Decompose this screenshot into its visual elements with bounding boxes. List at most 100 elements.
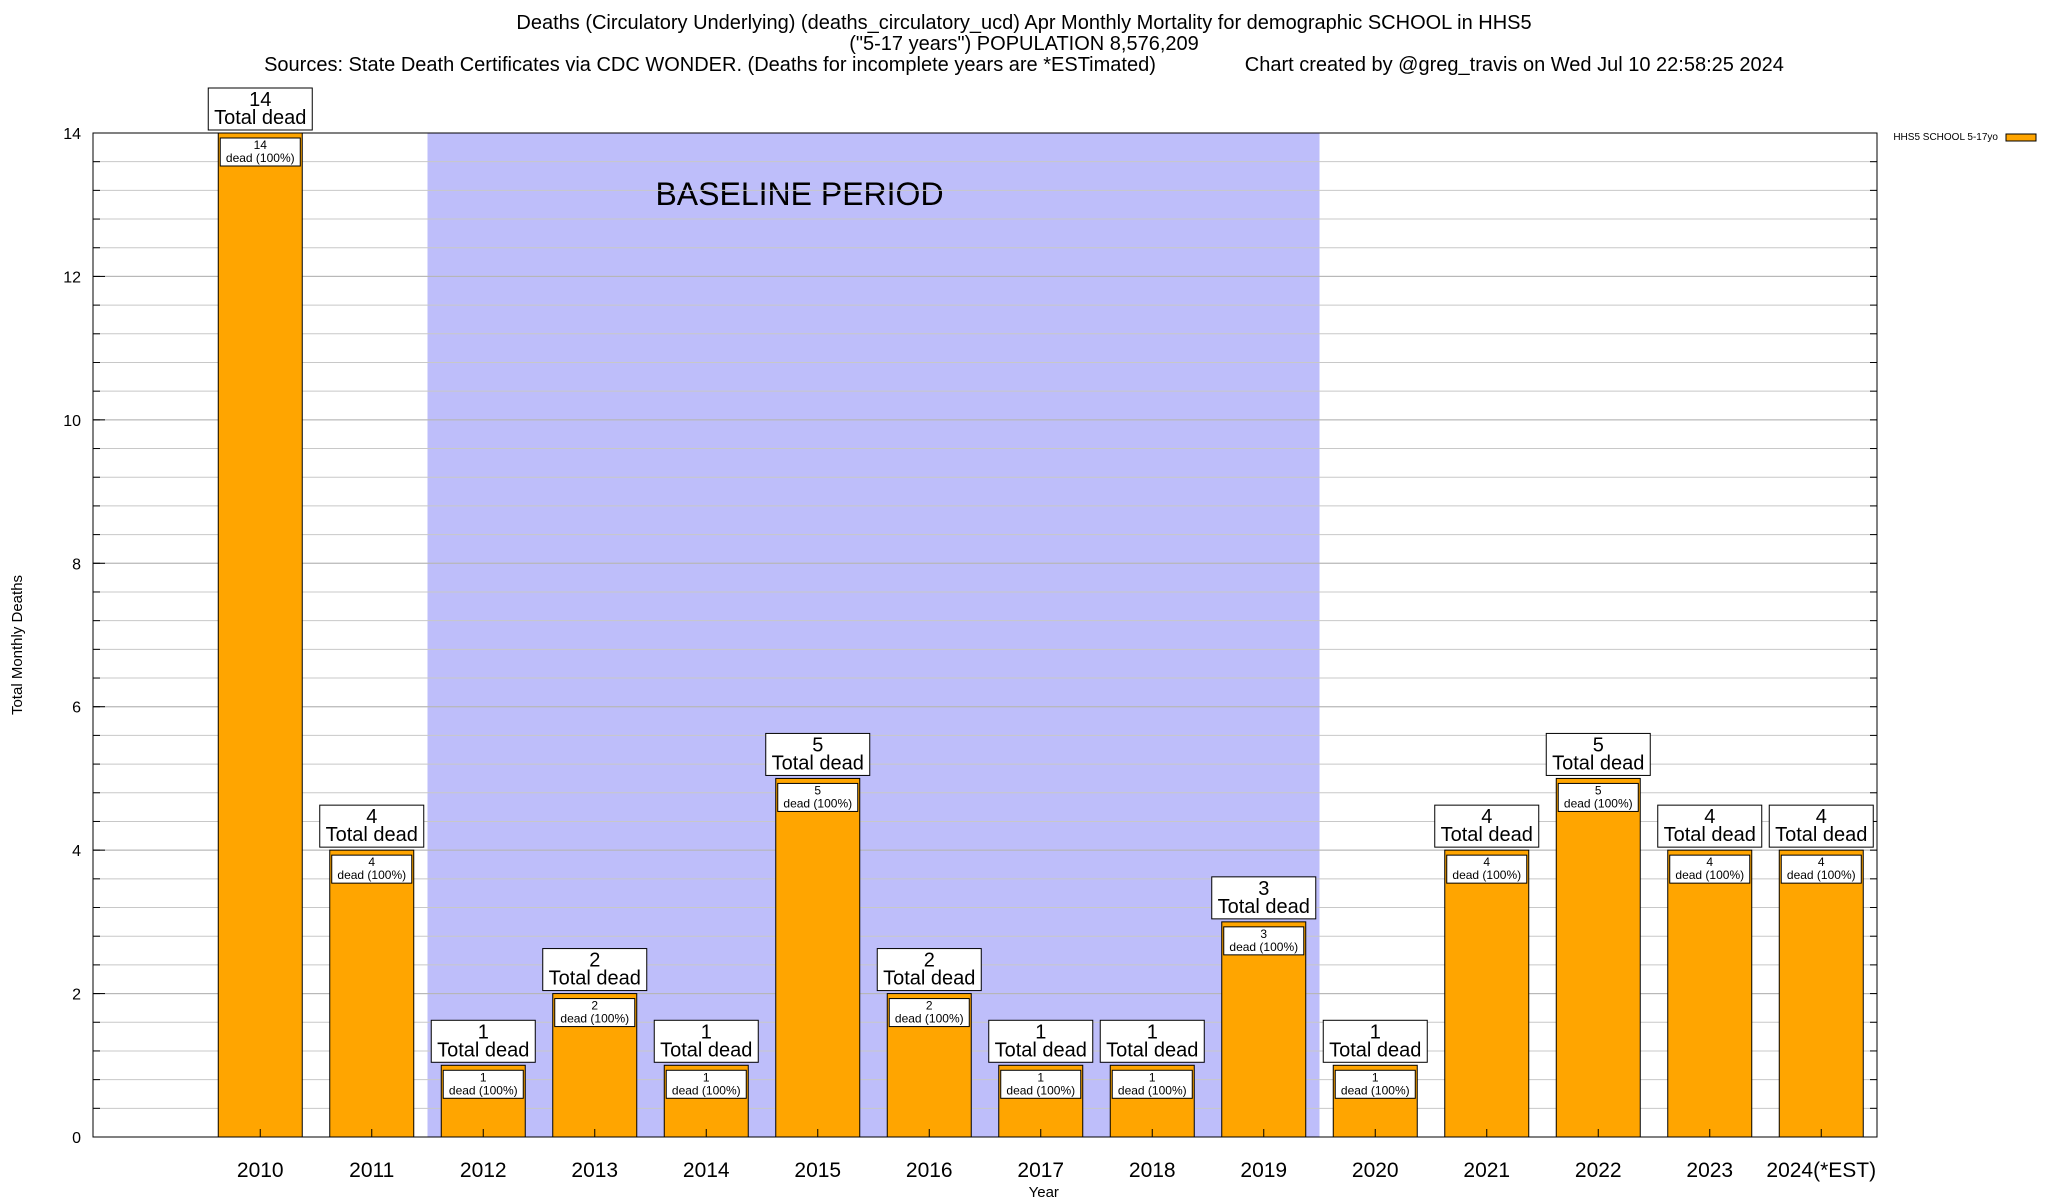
x-tick-label: 2013 [571, 1159, 618, 1182]
inner-label-box [554, 998, 636, 1028]
total-label-text: Total dead [1552, 752, 1644, 774]
inner-label-text: dead (100%) [1675, 868, 1744, 882]
inner-label-text: dead (100%) [1341, 1083, 1410, 1097]
total-label-text: Total dead [214, 107, 306, 129]
total-label-box [542, 948, 648, 992]
total-label-box [988, 1019, 1094, 1063]
inner-label-text: dead (100%) [337, 868, 406, 882]
total-label-value: 4 [1816, 806, 1827, 828]
bar-2019 [1221, 921, 1307, 1138]
x-tick-label: 2019 [1240, 1159, 1287, 1182]
inner-label-value: 1 [1372, 1070, 1379, 1084]
inner-label-box [442, 1069, 524, 1099]
total-label-value: 14 [249, 89, 271, 111]
y-tick-label: 14 [63, 126, 81, 143]
inner-label-text: dead (100%) [1118, 1083, 1187, 1097]
inner-label-value: 5 [1595, 783, 1602, 797]
total-label-value: 3 [1258, 878, 1269, 900]
bar-2024(*EST) [1778, 849, 1864, 1138]
total-label-text: Total dead [1775, 824, 1867, 846]
inner-label-value: 1 [480, 1070, 487, 1084]
total-label-text: Total dead [772, 752, 864, 774]
y-tick-label: 8 [72, 556, 81, 573]
x-tick-label: 2016 [906, 1159, 953, 1182]
inner-label-box [1557, 782, 1639, 812]
x-tick-label: 2021 [1463, 1159, 1510, 1182]
inner-label-value: 4 [1706, 855, 1713, 869]
legend: HHS5 SCHOOL 5-17yo [1893, 132, 2037, 143]
total-label-box [1099, 1019, 1205, 1063]
inner-label-text: dead (100%) [560, 1012, 629, 1026]
x-tick-label: 2012 [460, 1159, 507, 1182]
y-axis-title: Total Monthly Deaths [9, 575, 26, 715]
total-label-box [653, 1019, 759, 1063]
total-label-text: Total dead [326, 824, 418, 846]
inner-label-box [665, 1069, 747, 1099]
total-label-value: 1 [478, 1021, 489, 1043]
total-label-value: 5 [812, 734, 823, 756]
inner-label-value: 1 [703, 1070, 710, 1084]
inner-label-text: dead (100%) [1452, 868, 1521, 882]
total-label-text: Total dead [995, 1039, 1087, 1061]
y-tick-label: 12 [63, 269, 81, 286]
inner-label-text: dead (100%) [1229, 940, 1298, 954]
total-label-value: 2 [589, 950, 600, 972]
total-label-box [765, 732, 871, 776]
x-tick-label: 2023 [1686, 1159, 1733, 1182]
chart-subtitle: ("5-17 years") POPULATION 8,576,209 [849, 33, 1199, 55]
total-label-text: Total dead [1441, 824, 1533, 846]
y-tick-label: 2 [72, 987, 81, 1004]
inner-label-value: 3 [1260, 927, 1267, 941]
inner-label-box [331, 854, 413, 884]
y-tick-label: 4 [72, 843, 81, 860]
y-tick-label: 10 [63, 413, 81, 430]
total-label-box [1545, 732, 1651, 776]
inner-label-text: dead (100%) [895, 1012, 964, 1026]
inner-label-value: 14 [254, 138, 268, 152]
total-label-value: 4 [1704, 806, 1715, 828]
x-tick-label: 2014 [683, 1159, 730, 1182]
inner-label-text: dead (100%) [449, 1083, 518, 1097]
x-axis-title: Year [1029, 1184, 1059, 1200]
total-label-text: Total dead [437, 1039, 529, 1061]
total-label-text: Total dead [1329, 1039, 1421, 1061]
total-label-box [1322, 1019, 1428, 1063]
total-label-text: Total dead [1106, 1039, 1198, 1061]
y-tick-label: 6 [72, 700, 81, 717]
inner-label-value: 4 [1483, 855, 1490, 869]
inner-label-text: dead (100%) [226, 151, 295, 165]
chart-title: Deaths (Circulatory Underlying) (deaths_… [516, 12, 1532, 34]
inner-label-value: 5 [814, 783, 821, 797]
bar-2011 [329, 849, 415, 1138]
inner-label-text: dead (100%) [783, 796, 852, 810]
inner-label-text: dead (100%) [1006, 1083, 1075, 1097]
bar-2010 [217, 132, 303, 1138]
baseline-period-region: BASELINE PERIOD [427, 133, 1320, 1137]
inner-label-value: 1 [1149, 1070, 1156, 1084]
total-label-value: 4 [366, 806, 377, 828]
total-label-text: Total dead [549, 968, 641, 990]
legend-swatch [2005, 133, 2037, 142]
inner-label-box [1669, 854, 1751, 884]
total-label-value: 5 [1593, 734, 1604, 756]
total-label-box [876, 948, 982, 992]
x-tick-label: 2024(*EST) [1766, 1159, 1876, 1182]
inner-label-text: dead (100%) [1564, 796, 1633, 810]
bar-2023 [1667, 849, 1753, 1138]
total-label-text: Total dead [883, 968, 975, 990]
bar-2021 [1444, 849, 1530, 1138]
x-tick-label: 2020 [1352, 1159, 1399, 1182]
inner-label-box [1223, 926, 1305, 956]
inner-label-box [1000, 1069, 1082, 1099]
inner-label-value: 4 [1818, 855, 1825, 869]
total-label-value: 1 [701, 1021, 712, 1043]
total-label-value: 1 [1147, 1021, 1158, 1043]
total-label-value: 1 [1370, 1021, 1381, 1043]
inner-label-box [1780, 854, 1862, 884]
inner-label-text: dead (100%) [1787, 868, 1856, 882]
x-tick-label: 2018 [1129, 1159, 1176, 1182]
inner-label-box [1334, 1069, 1416, 1099]
total-label-value: 1 [1035, 1021, 1046, 1043]
